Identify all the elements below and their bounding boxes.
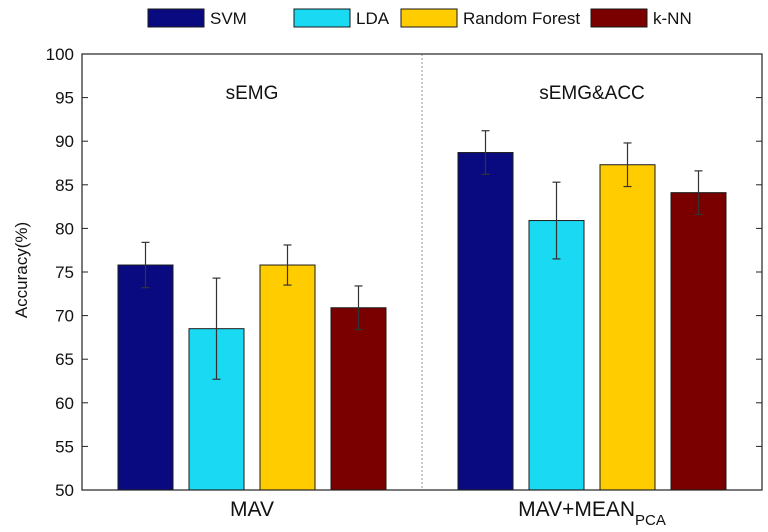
bar-svm-2 xyxy=(457,152,514,491)
legend-swatch-k-nn xyxy=(590,8,648,28)
y-tick-label: 65 xyxy=(55,350,74,369)
legend-swatch-random-forest xyxy=(400,8,458,28)
legend-swatch-lda xyxy=(293,8,351,28)
y-tick-label: 75 xyxy=(55,263,74,282)
y-axis-label: Accuracy(%) xyxy=(12,222,31,318)
legend-swatch-svm xyxy=(147,8,205,28)
y-tick-label: 100 xyxy=(46,45,74,64)
y-tick-label: 90 xyxy=(55,132,74,151)
y-tick-label: 95 xyxy=(55,89,74,108)
y-tick-label: 85 xyxy=(55,176,74,195)
bar-random-forest-2 xyxy=(599,164,656,491)
y-tick-label: 55 xyxy=(55,437,74,456)
y-tick-label: 70 xyxy=(55,307,74,326)
y-tick-label: 60 xyxy=(55,394,74,413)
bar-lda-2 xyxy=(528,220,585,491)
bar-svm-1 xyxy=(117,264,174,491)
panel-title: sEMG xyxy=(226,83,279,104)
y-tick-label: 50 xyxy=(55,481,74,500)
x-tick-label: MAV+MEANPCA xyxy=(518,498,666,529)
legend-label-lda: LDA xyxy=(356,9,390,28)
bar-random-forest-1 xyxy=(259,264,316,491)
y-tick-label: 80 xyxy=(55,219,74,238)
plot-area: sEMG MAV sEMG&ACC MAV+MEANPCA 50 55 60 65 70 75 80… xyxy=(46,45,763,529)
legend-label-k-nn: k-NN xyxy=(653,9,692,28)
legend: SVM LDA Random Forest k-NN xyxy=(147,8,692,28)
bar-k-nn-2 xyxy=(670,192,727,491)
panel-title: sEMG&ACC xyxy=(539,83,645,104)
legend-label-svm: SVM xyxy=(210,9,247,28)
x-tick-label: MAV xyxy=(230,498,274,521)
legend-label-random-forest: Random Forest xyxy=(463,9,580,28)
bar-k-nn-1 xyxy=(330,307,387,491)
